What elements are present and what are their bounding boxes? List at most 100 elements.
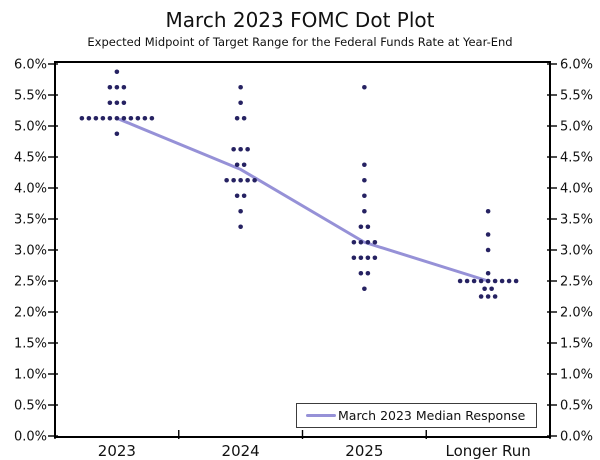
y-tick-label-left: 2.5% — [14, 275, 47, 290]
x-category-label: 2024 — [222, 442, 260, 460]
projection-dot — [362, 193, 367, 199]
projection-dot — [231, 146, 236, 152]
projection-dot — [351, 255, 357, 261]
y-tick-label-left: 2.0% — [14, 306, 47, 321]
projection-dot — [114, 84, 120, 90]
projection-dot — [362, 177, 367, 183]
y-tick-label-right: 2.0% — [560, 306, 593, 321]
projection-dot — [362, 84, 367, 90]
y-tick-label-left: 0.5% — [14, 399, 47, 414]
projection-dot — [358, 224, 364, 230]
y-tick-label-left: 0.0% — [14, 430, 47, 445]
projection-dot — [79, 115, 85, 121]
median-line-swatch — [306, 414, 336, 417]
y-tick-label-right: 5.0% — [560, 120, 593, 135]
projection-dot — [506, 278, 512, 284]
projection-dot — [238, 224, 243, 230]
projection-dot — [114, 69, 120, 75]
projection-dot — [234, 115, 240, 121]
projection-dot — [252, 177, 257, 183]
projection-dot — [351, 239, 357, 245]
y-tick-label-left: 3.5% — [14, 213, 47, 228]
y-tick-label-left: 5.5% — [14, 89, 47, 104]
projection-dot — [107, 100, 113, 106]
projection-dot — [464, 278, 470, 284]
y-tick-label-right: 5.5% — [560, 89, 593, 104]
projection-dot — [234, 193, 240, 199]
projection-dot — [149, 115, 155, 121]
projection-dot — [471, 278, 477, 284]
projection-dot — [358, 255, 364, 261]
x-category-label: 2025 — [345, 442, 383, 460]
projection-dot — [485, 232, 491, 237]
projection-dot — [372, 239, 378, 245]
legend-label: March 2023 Median Response — [338, 408, 526, 423]
projection-dot — [485, 247, 491, 253]
projection-dot — [107, 115, 113, 121]
chart-title: March 2023 FOMC Dot Plot — [165, 8, 435, 32]
projection-dot — [358, 239, 364, 245]
y-tick-label-right: 2.5% — [560, 275, 593, 290]
projection-dot — [238, 84, 243, 90]
projection-dot — [114, 131, 120, 137]
y-tick-label-right: 3.5% — [560, 213, 593, 228]
y-tick-label-right: 0.5% — [560, 399, 593, 414]
legend-box: March 2023 Median Response — [296, 403, 537, 428]
projection-dot — [365, 270, 371, 276]
projection-dot — [128, 115, 134, 121]
projection-dot — [241, 115, 247, 121]
y-tick-label-right: 6.0% — [560, 58, 593, 73]
projection-dot — [86, 115, 92, 121]
projection-dot — [121, 84, 127, 90]
projection-dot — [499, 278, 505, 284]
y-tick-label-right: 4.0% — [560, 182, 593, 197]
projection-dot — [365, 255, 371, 261]
y-tick-label-left: 3.0% — [14, 244, 47, 259]
projection-dot — [482, 286, 487, 292]
projection-dot — [485, 294, 491, 299]
projection-dot — [485, 278, 491, 284]
y-tick-label-left: 1.5% — [14, 337, 47, 352]
y-tick-label-left: 5.0% — [14, 120, 47, 135]
projection-dot — [121, 115, 127, 121]
y-tick-label-left: 1.0% — [14, 368, 47, 383]
projection-dot — [238, 146, 243, 152]
projection-dot — [492, 294, 498, 299]
projection-dot — [358, 270, 364, 276]
projection-dot — [245, 146, 250, 152]
projection-dot — [238, 177, 243, 183]
projection-dot — [114, 115, 120, 121]
projection-dot — [478, 294, 484, 299]
x-category-label: 2023 — [98, 442, 136, 460]
projection-dot — [362, 286, 367, 292]
projection-dot — [93, 115, 99, 121]
projection-dot — [489, 286, 494, 292]
projection-dot — [142, 115, 148, 121]
projection-dot — [457, 278, 463, 284]
projection-dot — [107, 84, 113, 90]
y-tick-label-left: 6.0% — [14, 58, 47, 73]
projection-dot — [245, 177, 250, 183]
projection-dot — [362, 162, 367, 168]
projection-dot — [492, 278, 498, 284]
y-tick-label-left: 4.0% — [14, 182, 47, 197]
projection-dot — [478, 278, 484, 284]
y-tick-label-right: 3.0% — [560, 244, 593, 259]
projection-dot — [238, 208, 243, 214]
projection-dot — [513, 278, 519, 284]
projection-dot — [100, 115, 106, 121]
projection-dot — [231, 177, 236, 183]
projection-dot — [485, 208, 491, 214]
projection-dot — [238, 100, 243, 106]
y-tick-label-left: 4.5% — [14, 151, 47, 166]
projection-dot — [485, 270, 491, 276]
y-tick-label-right: 4.5% — [560, 151, 593, 166]
chart-subtitle: Expected Midpoint of Target Range for th… — [87, 35, 513, 49]
projection-dot — [241, 162, 247, 168]
projection-dot — [241, 193, 247, 199]
median-response-line — [115, 116, 490, 283]
projection-dot — [224, 177, 229, 183]
projection-dot — [135, 115, 141, 121]
